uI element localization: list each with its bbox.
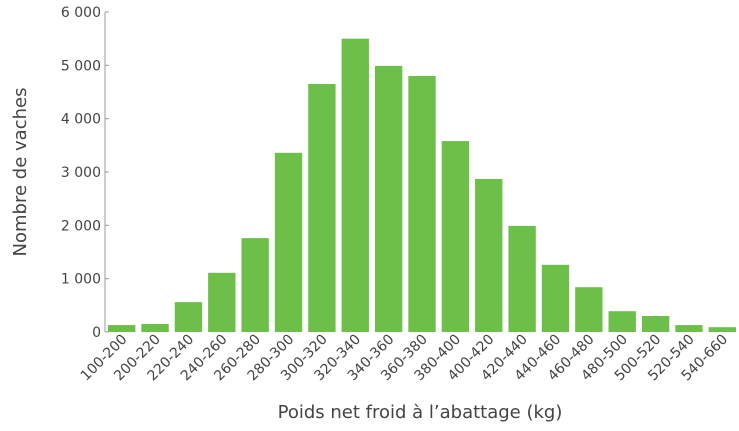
bar (241, 238, 269, 332)
bar (108, 325, 136, 332)
bar (274, 152, 303, 332)
y-tick-label: 1 000 (61, 272, 101, 288)
y-tick-label: 0 (92, 325, 101, 341)
bar (608, 311, 636, 332)
y-tick-label: 2 000 (61, 218, 101, 234)
bar (575, 287, 603, 332)
y-tick-label: 4 000 (61, 112, 101, 128)
bar (441, 141, 470, 332)
y-axis-title: Nombre de vaches (10, 88, 31, 257)
bar (708, 327, 736, 332)
bar (508, 225, 536, 332)
x-axis-title: Poids net froid à l’abattage (kg) (278, 402, 563, 423)
bar (675, 325, 703, 332)
bar (641, 316, 670, 332)
bar (475, 178, 503, 332)
bar (308, 84, 336, 332)
bar (541, 264, 570, 332)
bar (141, 324, 169, 332)
y-tick-label: 5 000 (61, 58, 101, 74)
y-tick-label: 3 000 (61, 165, 101, 181)
bar (208, 272, 236, 332)
y-tick-label: 6 000 (61, 5, 101, 21)
bar (174, 302, 203, 332)
bar (374, 65, 403, 332)
bar (341, 38, 369, 333)
bar (408, 76, 436, 332)
